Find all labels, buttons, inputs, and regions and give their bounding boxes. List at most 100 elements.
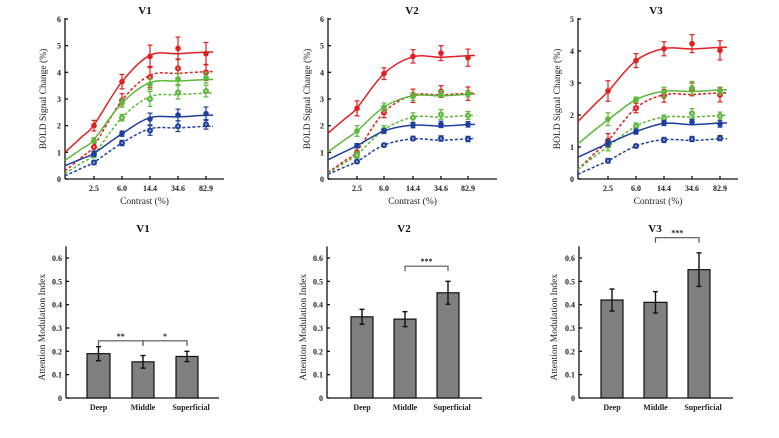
data-point-highlight <box>148 129 152 132</box>
y-tick-label: 4 <box>570 47 574 56</box>
y-tick-label: 0.2 <box>565 347 575 356</box>
data-point <box>465 121 471 128</box>
data-point <box>689 85 695 91</box>
y-axis-label: BOLD Signal Change (%) <box>38 49 49 150</box>
data-point-highlight <box>204 89 208 93</box>
data-point <box>175 45 181 52</box>
fit-curve-blue-solid <box>577 122 728 158</box>
data-point <box>438 121 444 128</box>
data-point <box>91 137 97 144</box>
x-axis-label: Contrast (%) <box>388 196 437 207</box>
y-axis-label: Attention Modulation Index <box>299 274 309 381</box>
y-tick-label: 0.4 <box>52 301 62 310</box>
y-tick-label: 0 <box>57 175 61 184</box>
bar-superficial <box>175 355 199 399</box>
data-point-highlight <box>690 137 694 141</box>
y-tick-label: 0.1 <box>52 371 62 380</box>
y-tick-label: 0.2 <box>313 347 323 356</box>
significance-bracket <box>654 237 700 243</box>
data-point <box>381 70 387 77</box>
data-point <box>354 142 360 149</box>
bar-middle <box>643 301 668 399</box>
x-tick-label: Superficial <box>433 403 471 412</box>
data-point-highlight <box>176 91 180 94</box>
data-point-highlight <box>148 76 152 79</box>
y-tick-label: 0.4 <box>313 301 323 310</box>
y-tick-label: 0.5 <box>313 277 323 286</box>
x-tick-label: Deep <box>90 403 108 412</box>
data-point <box>661 45 667 52</box>
data-point <box>438 50 444 56</box>
significance-label: *** <box>421 257 433 266</box>
y-tick-label: 0 <box>320 175 324 184</box>
data-point <box>661 120 667 126</box>
significance-bracket <box>142 340 188 346</box>
y-tick-label: 1 <box>57 148 61 157</box>
y-tick-label: 0.6 <box>52 254 62 263</box>
x-tick-label: 82.9 <box>713 184 727 193</box>
y-tick-label: 6 <box>57 15 61 24</box>
bar-chart-v2: V2 0 0.1 0.2 0.3 0.4 0.5 0.6 Attention Modulatio… <box>299 223 482 412</box>
significance-label: ** <box>117 332 125 341</box>
data-point <box>203 50 209 57</box>
bar-deep <box>600 299 624 399</box>
fit-curve-blue-dashed <box>327 137 476 175</box>
data-point-highlight <box>92 145 96 149</box>
y-axis-label: Attention Modulation Index <box>38 274 48 381</box>
fit-curve-red-solid <box>577 46 728 122</box>
data-point <box>633 96 639 103</box>
data-point-highlight <box>466 114 470 117</box>
y-tick-label: 6 <box>320 15 324 24</box>
y-tick-label: 0.3 <box>313 324 323 333</box>
data-point <box>410 53 416 60</box>
significance-bracket <box>97 340 144 346</box>
data-point-highlight <box>439 113 443 116</box>
x-tick-label: 2.5 <box>89 184 99 193</box>
data-point <box>605 140 611 146</box>
data-point-highlight <box>690 112 694 115</box>
fit-curve-blue-dashed <box>577 137 728 175</box>
data-point <box>175 112 181 118</box>
data-point <box>381 104 387 110</box>
data-point <box>119 130 125 137</box>
y-axis-label: BOLD Signal Change (%) <box>302 49 313 150</box>
data-point <box>203 74 209 81</box>
bar-middle <box>393 318 417 399</box>
bar-chart-v3: V3 0 0.1 0.2 0.3 0.4 0.5 0.6 Attention Modulatio… <box>550 223 733 412</box>
significance-label: *** <box>671 229 683 238</box>
y-tick-label: 0.3 <box>565 324 575 333</box>
x-tick-label: Middle <box>393 403 418 412</box>
x-tick-label: 14.4 <box>143 184 157 193</box>
data-point-highlight <box>634 125 638 128</box>
x-axis-label: Contrast (%) <box>120 196 169 207</box>
data-point-highlight <box>411 137 415 140</box>
data-point-highlight <box>382 111 386 114</box>
chart-title: V1 <box>136 223 149 235</box>
data-point-highlight <box>411 116 415 119</box>
data-point-highlight <box>148 97 152 101</box>
y-tick-label: 1 <box>570 143 574 152</box>
fit-curve-red-solid <box>64 51 214 153</box>
data-point <box>465 90 471 97</box>
y-tick-label: 3 <box>570 79 574 88</box>
x-tick-label: 34.6 <box>434 184 448 193</box>
data-point <box>633 57 639 64</box>
bar-chart-v1: V1 0 0.1 0.2 0.3 0.4 0.5 0.6 Attention Modulatio… <box>38 223 219 412</box>
significance-label: * <box>163 332 167 341</box>
line-chart-v1: V1 0 1 2 3 4 5 6 2.5 6.0 14.4 34.6 82.9 Contrast (%) B… <box>38 5 224 207</box>
y-tick-label: 4 <box>320 68 324 77</box>
fit-curve-red-dashed <box>64 70 214 172</box>
data-point-highlight <box>662 138 666 142</box>
data-point-highlight <box>176 67 180 70</box>
data-point-highlight <box>382 144 386 147</box>
fit-curve-red-dashed <box>577 92 728 170</box>
fit-curve-green-solid <box>327 93 476 153</box>
chart-title: V3 <box>648 223 662 235</box>
y-tick-label: 3 <box>320 95 324 104</box>
y-axis-label: BOLD Signal Change (%) <box>552 49 563 150</box>
y-tick-label: 2 <box>57 122 61 131</box>
data-point <box>354 105 360 112</box>
y-tick-label: 2 <box>570 111 574 120</box>
data-point <box>119 100 125 106</box>
